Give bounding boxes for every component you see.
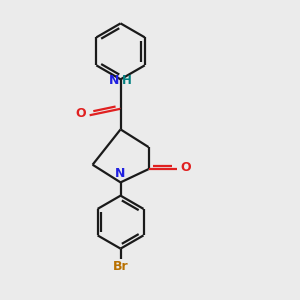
Text: H: H (122, 74, 132, 87)
Text: O: O (76, 107, 86, 120)
Text: Br: Br (113, 260, 128, 273)
Text: N: N (109, 74, 119, 87)
Text: N: N (116, 167, 126, 180)
Text: O: O (180, 161, 191, 174)
